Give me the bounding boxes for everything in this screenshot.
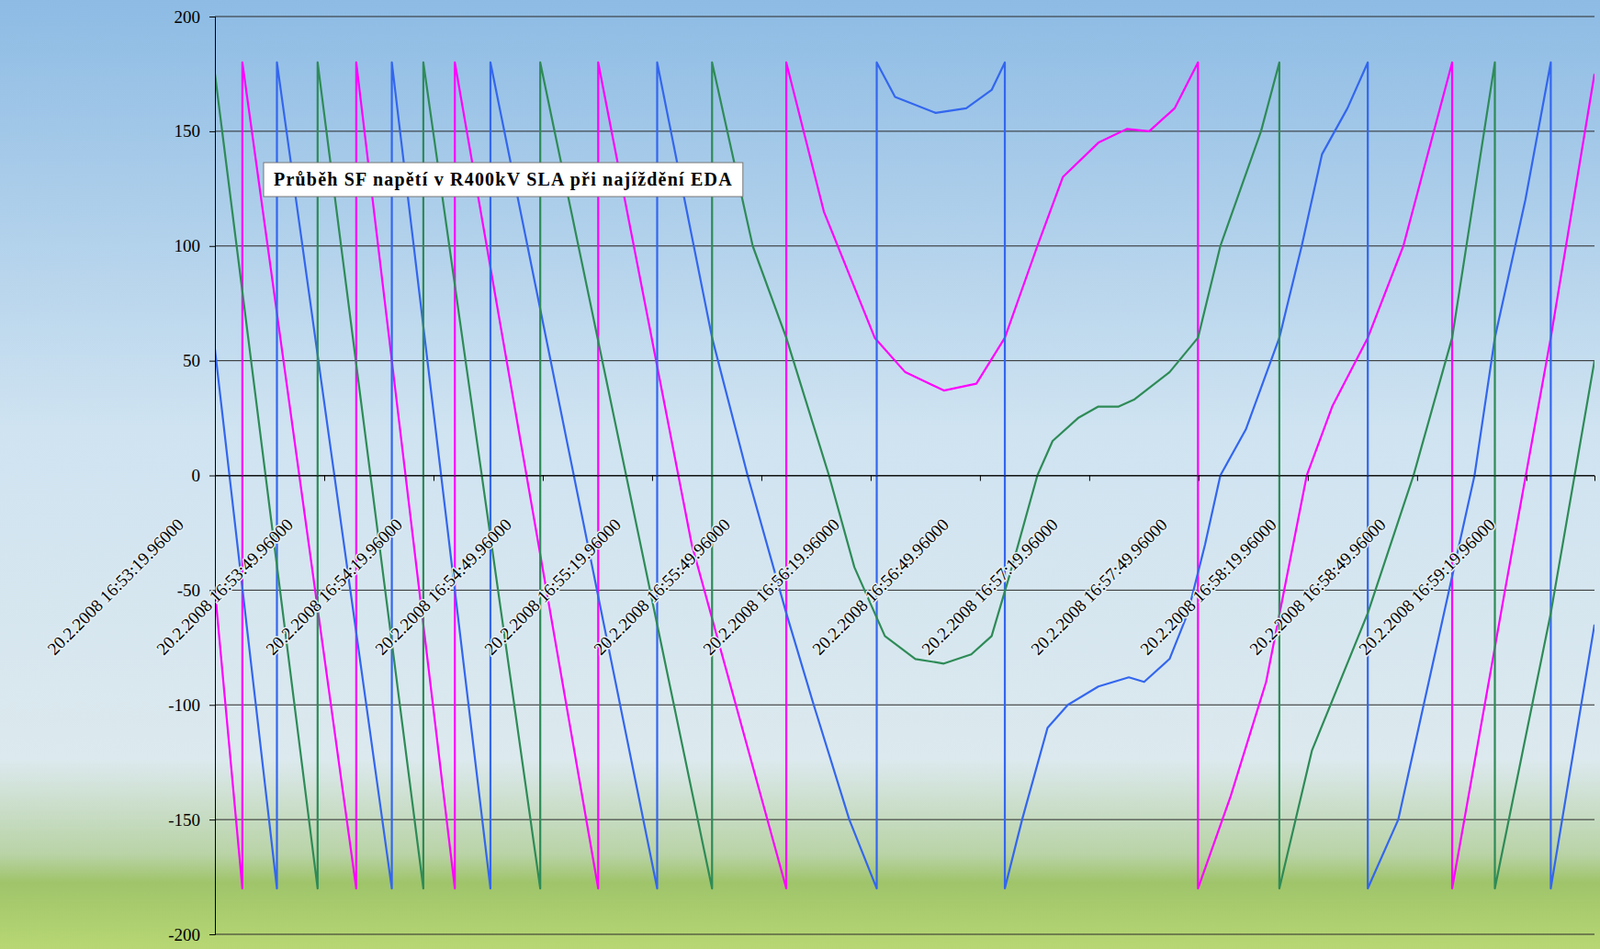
- tick-label: -200: [168, 924, 201, 945]
- grid-line: [214, 16, 1595, 18]
- title: Průběh SF napětí v R400kV SLA při najížd…: [273, 169, 733, 191]
- tick: 150: [174, 121, 216, 141]
- tick-mark: [433, 475, 435, 482]
- tick-label: -150: [168, 810, 201, 830]
- grid: [214, 16, 1595, 935]
- tick-label: -100: [168, 695, 201, 715]
- tick-mark: [761, 475, 763, 482]
- tick-mark: [209, 475, 215, 477]
- y-axis: -200 -150 -100 -50 0 50 100 150 200: [168, 7, 215, 945]
- tick-label: 50: [182, 350, 201, 371]
- tick-mark: [209, 704, 215, 706]
- tick-mark: [1526, 475, 1528, 482]
- grid-line: [214, 130, 1595, 132]
- tick-mark: [1307, 475, 1309, 482]
- tick-mark: [870, 475, 872, 482]
- tick-mark: [652, 475, 654, 482]
- tick-label: 20.2.2008 16:59:19.96000: [1354, 514, 1499, 659]
- tick: 0: [191, 465, 216, 485]
- grid-line: [214, 589, 1595, 591]
- background: [0, 0, 1600, 949]
- tick-mark: [209, 934, 215, 936]
- title-background: [263, 162, 744, 197]
- tick-label: 0: [191, 465, 202, 485]
- tick: 50: [182, 350, 215, 371]
- tick-label: 200: [174, 7, 202, 27]
- plot-area: [214, 62, 1595, 889]
- series-line: [214, 62, 1595, 889]
- tick: 100: [174, 236, 216, 256]
- grid-line: [214, 360, 1595, 361]
- axis-line: [209, 17, 216, 936]
- tick-mark: [209, 819, 215, 821]
- x-axis: 20.2.2008 16:53:19.9600020.2.2008 16:53:…: [43, 475, 1595, 659]
- tick-mark: [1089, 475, 1091, 482]
- grid-line: [214, 934, 1595, 936]
- tick-mark: [209, 16, 215, 18]
- tick-mark: [542, 475, 544, 482]
- tick: -100: [168, 695, 215, 715]
- tick-mark: [324, 475, 326, 482]
- tick-mark: [209, 246, 215, 248]
- tick-mark: [1198, 475, 1200, 482]
- tick-label: 100: [174, 236, 202, 256]
- axis-line: [215, 475, 1596, 482]
- tick-mark: [209, 360, 215, 362]
- tick: -200: [168, 924, 215, 945]
- tick: 200: [174, 7, 216, 27]
- tick-mark: [1417, 475, 1419, 482]
- tick: -150: [168, 810, 215, 830]
- grid-line: [214, 245, 1595, 247]
- chart: -200 -150 -100 -50 0 50 100 150 200 20.2.2008 16:…: [0, 0, 1600, 949]
- tick-mark: [980, 475, 981, 482]
- title-box: Průběh SF napětí v R400kV SLA při najížd…: [263, 162, 744, 197]
- tick-mark: [214, 475, 216, 482]
- series-line: [214, 62, 1595, 889]
- tick-label: 150: [174, 121, 202, 141]
- tick-mark: [209, 131, 215, 133]
- grid-line: [214, 819, 1595, 821]
- series-line: [214, 62, 1595, 889]
- tick: 20.2.2008 16:59:19.96000: [1354, 475, 1527, 659]
- tick-label: -50: [177, 580, 201, 600]
- grid-line: [214, 704, 1595, 706]
